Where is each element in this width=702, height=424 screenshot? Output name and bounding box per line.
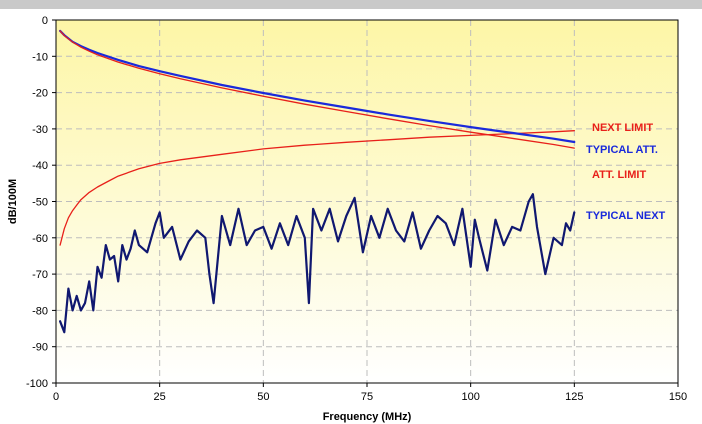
y-tick-label: -100 (26, 378, 48, 390)
y-tick-label: -10 (32, 51, 48, 63)
x-tick-label: 50 (257, 391, 269, 403)
x-tick-label: 75 (361, 391, 373, 403)
label-next-limit: NEXT LIMIT (592, 122, 653, 134)
top-bar (0, 0, 702, 9)
series-labels: NEXT LIMIT TYPICAL ATT. ATT. LIMIT TYPICAL … (586, 122, 666, 222)
series-line-typical-att (58, 29, 576, 144)
series-lines (58, 29, 576, 334)
series-line-att-limit (59, 30, 575, 149)
y-tick-label: -70 (32, 269, 48, 281)
y-tick-label: -90 (32, 342, 48, 354)
y-tick-label: -50 (32, 197, 48, 209)
x-tick-label: 0 (53, 391, 59, 403)
x-tick-label: 150 (669, 391, 687, 403)
x-tick-label: 125 (565, 391, 583, 403)
y-tick-label: -80 (32, 305, 48, 317)
y-tick-label: -20 (32, 88, 48, 100)
label-typical-next: TYPICAL NEXT (586, 210, 666, 222)
series-line-typical-next (58, 193, 576, 334)
grid-lines (56, 20, 678, 383)
x-axis-ticks: 0 25 50 75 100 125 150 (53, 383, 687, 403)
y-tick-label: -40 (32, 160, 48, 172)
label-att-limit: ATT. LIMIT (592, 169, 646, 181)
label-typical-att: TYPICAL ATT. (586, 144, 658, 156)
y-tick-label: -30 (32, 124, 48, 136)
x-axis-title: Frequency (MHz) (323, 411, 412, 423)
x-tick-label: 25 (154, 391, 166, 403)
x-tick-label: 100 (461, 391, 479, 403)
y-axis-title: dB/100M (7, 179, 19, 224)
y-tick-label: -60 (32, 233, 48, 245)
series-line-next-limit (59, 130, 575, 246)
y-axis-ticks: 0 -10 -20 -30 -40 -50 -60 -70 -80 -90 -100 (26, 15, 56, 390)
y-tick-label: 0 (42, 15, 48, 27)
